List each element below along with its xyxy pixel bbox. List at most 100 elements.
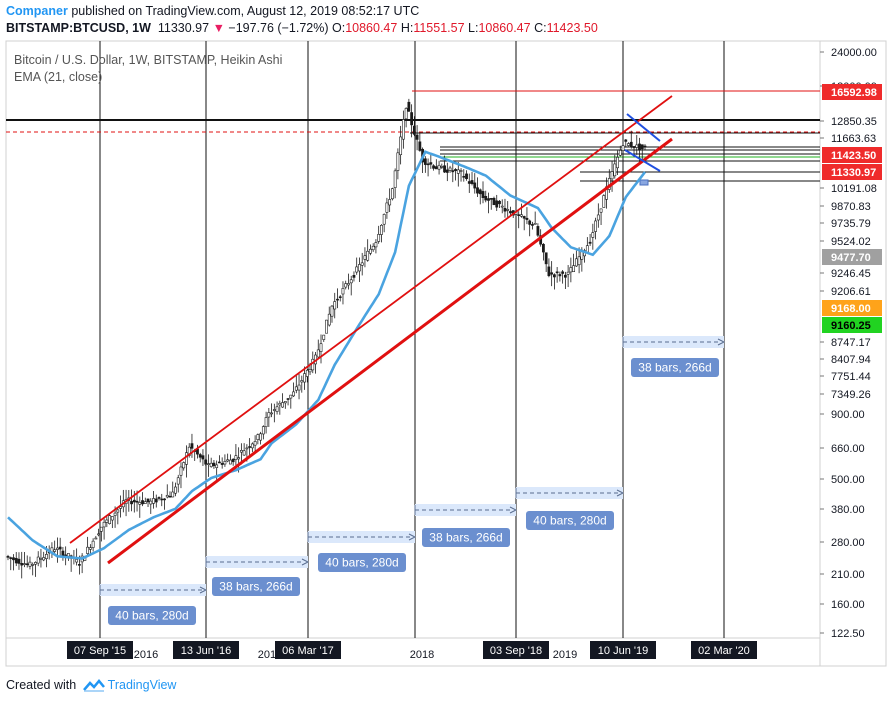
heikin-ashi-candle (476, 187, 479, 194)
heikin-ashi-candle (396, 152, 400, 171)
high-value: 11551.57 (413, 21, 465, 35)
heikin-ashi-candle (218, 461, 221, 464)
heikin-ashi-candle (456, 169, 460, 174)
price-tag-label: 9168.00 (831, 303, 871, 315)
heikin-ashi-candle (67, 553, 70, 557)
heikin-ashi-candle (146, 498, 150, 503)
heikin-ashi-candle (154, 498, 158, 503)
heikin-ashi-candle (45, 554, 48, 559)
published-text: published on TradingView.com, August 12,… (71, 4, 420, 18)
heikin-ashi-candle (451, 170, 455, 173)
price-axis-label: 500.00 (831, 474, 865, 486)
heikin-ashi-candle (253, 441, 257, 446)
price-axis-label: 9735.79 (831, 218, 871, 230)
heikin-ashi-candle (207, 463, 210, 465)
heikin-ashi-candle (94, 537, 98, 540)
measure-label-box (318, 553, 406, 572)
heikin-ashi-candle (91, 540, 95, 548)
heikin-ashi-candle (528, 220, 532, 225)
heikin-ashi-candle (536, 226, 540, 236)
heikin-ashi-candle (88, 547, 92, 550)
created-with-text: Created with (6, 678, 77, 692)
heikin-ashi-candle (459, 170, 463, 172)
channel-upper-line (69, 95, 673, 544)
time-axis-label: 2018 (410, 649, 434, 661)
heikin-ashi-candle (42, 557, 46, 561)
heikin-ashi-candle (198, 454, 202, 458)
price-tag-box (822, 147, 882, 163)
tradingview-link[interactable]: TradingView (107, 678, 177, 692)
price-axis-label: 7349.26 (831, 389, 871, 401)
heikin-ashi-candle (185, 452, 188, 465)
heikin-ashi-candle (596, 214, 600, 221)
price-tag-label: 11330.97 (831, 167, 876, 179)
heikin-ashi-candle (621, 145, 625, 151)
time-axis-label: 06 Mar '17 (282, 645, 334, 657)
time-axis-label: 2019 (553, 649, 577, 661)
heikin-ashi-candle (561, 271, 565, 274)
measure-label-box (526, 511, 614, 530)
heikin-ashi-candle (20, 563, 24, 566)
time-axis-label: 02 Mar '20 (698, 645, 750, 657)
price-axis-label: 9246.45 (831, 268, 871, 280)
heikin-ashi-candle (113, 512, 117, 516)
price-axis-label: 380.00 (831, 504, 865, 516)
time-label-highlight-box (590, 641, 656, 659)
ema-line (7, 150, 647, 560)
heikin-ashi-candle (25, 563, 29, 566)
heikin-ashi-candle (204, 459, 208, 465)
heikin-ashi-candle (588, 241, 592, 244)
price-tag-label: 16592.98 (831, 87, 877, 99)
heikin-ashi-candle (547, 266, 551, 277)
heikin-ashi-candle (616, 156, 619, 169)
heikin-ashi-candle (563, 274, 567, 278)
heikin-ashi-candle (110, 516, 114, 521)
measure-label: 40 bars, 280d (325, 556, 398, 570)
heikin-ashi-candle (316, 349, 320, 358)
heikin-ashi-candle (434, 166, 438, 170)
publish-info: Companer published on TradingView.com, A… (6, 4, 419, 18)
price-tag-box (822, 249, 882, 265)
heikin-ashi-candle (248, 446, 252, 448)
heikin-ashi-candle (509, 211, 512, 214)
heikin-ashi-candle (542, 243, 545, 253)
heikin-ashi-candle (23, 563, 26, 565)
heikin-ashi-candle (176, 477, 180, 485)
heikin-ashi-candle (500, 205, 504, 208)
heikin-ashi-candle (544, 252, 548, 265)
heikin-ashi-candle (102, 521, 106, 528)
heikin-ashi-candle (369, 248, 372, 254)
heikin-ashi-candle (31, 564, 35, 566)
heikin-ashi-candle (237, 457, 241, 460)
measure-label-box (631, 358, 719, 377)
price-axis-label: 8407.94 (831, 354, 871, 366)
heikin-ashi-candle (242, 450, 246, 456)
price-axis-label: 11663.63 (831, 133, 876, 145)
heikin-ashi-candle (303, 373, 306, 383)
heikin-ashi-candle (412, 125, 416, 135)
price-change: −197.76 (−1.72%) (228, 21, 329, 35)
low-value: 10860.47 (478, 21, 531, 35)
time-label-highlight-box (483, 641, 549, 659)
heikin-ashi-candle (322, 334, 326, 340)
heikin-ashi-candle (558, 274, 562, 277)
heikin-ashi-candle (250, 443, 254, 449)
heikin-ashi-candle (130, 501, 133, 505)
author-link[interactable]: Companer (6, 4, 68, 18)
heikin-ashi-candle (141, 500, 144, 505)
heikin-ashi-candle (160, 498, 164, 501)
heikin-ashi-candle (53, 549, 57, 552)
price-tag-label: 11423.50 (831, 150, 876, 162)
heikin-ashi-candle (401, 119, 405, 140)
measure-arrow-icon (616, 489, 625, 497)
heikin-ashi-candle (281, 402, 284, 408)
heikin-ashi-candle (325, 319, 328, 334)
heikin-ashi-candle (522, 216, 526, 219)
heikin-ashi-candle (344, 283, 348, 288)
heikin-ashi-candle (382, 214, 386, 225)
heikin-ashi-candle (272, 409, 276, 411)
heikin-ashi-candle (179, 466, 183, 476)
heikin-ashi-candle (624, 139, 628, 142)
heikin-ashi-candle (487, 198, 490, 201)
